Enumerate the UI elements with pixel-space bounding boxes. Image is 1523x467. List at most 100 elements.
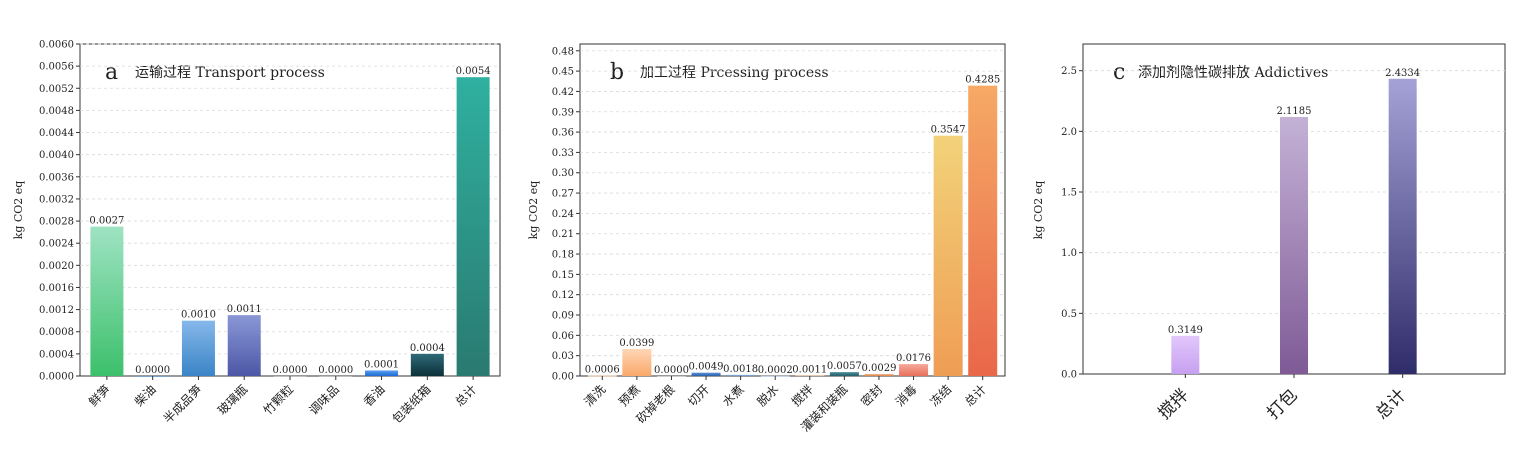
panel-a-ytick-label: 0.0008 bbox=[39, 327, 74, 338]
panel-b-title: 加工过程 Prcessing process bbox=[640, 65, 829, 81]
panel-b-category-label: 水煮 bbox=[720, 382, 747, 409]
panel-b-bar bbox=[726, 374, 756, 376]
panel-a-gridlines bbox=[80, 43, 500, 355]
panel-a-title: 运输过程 Transport process bbox=[135, 65, 325, 81]
panel-b-bar bbox=[829, 372, 859, 376]
panel-a-category-label: 半成品笋 bbox=[160, 382, 205, 427]
panel-a-value-label: 0.0010 bbox=[181, 310, 216, 321]
panel-b-category-label: 脱水 bbox=[754, 382, 782, 410]
panel-b-ytick-label: 0.30 bbox=[552, 168, 574, 179]
panel-c-ytick-label: 2.0 bbox=[1061, 127, 1077, 138]
panel-b-value-label: 0.4285 bbox=[965, 75, 1000, 86]
panel-a-bar bbox=[365, 370, 399, 376]
panel-a-ylabel: kg CO2 eq bbox=[12, 181, 25, 240]
panel-a-y-axis: 0.0000 0.0004 0.0008 0.0012 0.0016 0.0020 0.00… bbox=[39, 40, 80, 383]
panel-a-category-label: 总计 bbox=[452, 382, 479, 409]
panel-a-bar bbox=[456, 77, 490, 376]
panel-a-category-label: 竹颗粒 bbox=[260, 382, 296, 418]
panel-b-category-label: 搅拌 bbox=[788, 382, 816, 410]
panel-a-ytick-label: 0.0004 bbox=[39, 349, 74, 360]
panel-a-value-label: 0.0001 bbox=[364, 359, 399, 370]
panel-c-bar bbox=[1171, 335, 1200, 374]
panel-b-category-label: 消毒 bbox=[893, 382, 920, 409]
panel-b-bar bbox=[968, 85, 998, 377]
panel-a-ytick-label: 0.0020 bbox=[39, 261, 74, 272]
panel-a-ytick-label: 0.0024 bbox=[39, 239, 74, 250]
panel-a-category-label: 调味品 bbox=[307, 382, 342, 417]
panel-b-bar bbox=[691, 372, 721, 376]
panel-b-ytick-label: 0.39 bbox=[552, 107, 574, 118]
panel-b-category-label: 清洗 bbox=[582, 382, 609, 409]
panel-c-value-label: 2.4334 bbox=[1385, 68, 1420, 79]
panel-c: c 添加剂隐性碳排放 Addictives kg CO2 eq 0.0 0.5 1.… bbox=[1032, 43, 1506, 424]
panel-a-bar bbox=[181, 320, 215, 376]
panel-b-value-label: 0.0057 bbox=[827, 361, 862, 372]
panel-b-value-label: 0.0049 bbox=[689, 362, 724, 373]
panel-b-bar bbox=[587, 375, 617, 377]
panel-a-x-axis: 鲜笋 柴油 半成品笋 玻璃瓶 竹颗粒 调味品 香油 包装纸箱 总计 bbox=[85, 376, 479, 426]
panel-a-ytick-label: 0.0016 bbox=[39, 283, 74, 294]
panel-b-ytick-label: 0.00 bbox=[552, 372, 574, 383]
panel-b-value-label: 0.0006 bbox=[585, 365, 620, 376]
panel-c-x-axis: 搅拌 打包 总计 bbox=[1155, 374, 1410, 424]
panel-a-category-label: 香油 bbox=[361, 382, 388, 409]
panel-b-value-label: 0.0018 bbox=[723, 364, 758, 375]
panel-c-ytick-label: 2.5 bbox=[1061, 66, 1077, 77]
panel-c-y-axis: 0.0 0.5 1.0 1.5 2.0 2.5 bbox=[1061, 66, 1083, 381]
panel-b-y-axis: 0.00 0.03 0.06 0.09 0.12 0.15 0.18 0.21 0.24 0.27… bbox=[552, 46, 580, 383]
panel-c-ytick-label: 0.0 bbox=[1061, 370, 1077, 381]
panel-c-value-label: 0.3149 bbox=[1168, 325, 1203, 336]
panel-c-letter: c bbox=[1113, 60, 1125, 85]
panel-b-letter: b bbox=[610, 60, 624, 85]
panel-b-ytick-label: 0.45 bbox=[552, 67, 574, 78]
panel-a-ytick-label: 0.0052 bbox=[39, 84, 74, 95]
panel-b-bar bbox=[622, 348, 652, 376]
panel-b-category-label: 密封 bbox=[857, 382, 885, 410]
panel-a-ytick-label: 0.0000 bbox=[39, 372, 74, 383]
panel-a-ytick-label: 0.0048 bbox=[39, 106, 74, 117]
panel-a-category-label: 玻璃瓶 bbox=[215, 382, 250, 417]
panel-b-bar bbox=[899, 364, 929, 376]
panel-b-value-label: 0.0002 bbox=[758, 365, 793, 376]
panel-c-category-label: 打包 bbox=[1263, 385, 1301, 423]
panel-a-plot-frame bbox=[79, 43, 501, 377]
panel-b-value-label: 0.0011 bbox=[792, 364, 827, 375]
panel-b-category-label: 切开 bbox=[685, 382, 712, 409]
panel-a-bar bbox=[227, 315, 261, 376]
panel-a-value-label: 0.0027 bbox=[89, 216, 124, 227]
panel-b-plot-frame bbox=[579, 43, 1006, 377]
panel-b-ytick-label: 0.18 bbox=[552, 250, 574, 261]
panel-a-value-label: 0.0011 bbox=[227, 304, 262, 315]
panel-a-bar bbox=[90, 226, 124, 376]
panel-b-value-label: 0.3547 bbox=[931, 125, 966, 136]
panel-a-ytick-label: 0.0044 bbox=[39, 128, 74, 139]
panel-b-value-label: 0.0029 bbox=[861, 363, 896, 374]
panel-b-value-label: 0.0176 bbox=[896, 353, 931, 364]
panel-b-category-label: 预煮 bbox=[616, 382, 643, 409]
panel-c-category-label: 总计 bbox=[1372, 385, 1410, 423]
panel-a-ytick-label: 0.0040 bbox=[39, 150, 74, 161]
panel-b-ylabel: kg CO2 eq bbox=[527, 181, 540, 240]
panel-a-value-label: 0.0000 bbox=[273, 365, 308, 376]
panel-c-bar bbox=[1280, 116, 1308, 374]
panel-b-bar bbox=[933, 135, 963, 376]
panel-a-value-label: 0.0000 bbox=[135, 365, 170, 376]
panel-c-ytick-label: 0.5 bbox=[1061, 309, 1077, 320]
panel-c-bar bbox=[1388, 78, 1417, 374]
panel-b-ytick-label: 0.06 bbox=[552, 331, 574, 342]
panel-b-category-label: 砍掉老根 bbox=[633, 382, 678, 427]
panel-b-ytick-label: 0.09 bbox=[552, 311, 574, 322]
panel-b-ytick-label: 0.42 bbox=[552, 87, 574, 98]
panel-c-ytick-label: 1.5 bbox=[1061, 188, 1077, 199]
panel-b: b 加工过程 Prcessing process kg CO2 eq 0.000… bbox=[527, 43, 1006, 435]
panel-c-bars: 0.3149 2.1185 2.4334 bbox=[1168, 68, 1420, 374]
panel-a-value-label: 0.0054 bbox=[456, 66, 491, 77]
panel-b-value-label: 0.0000 bbox=[654, 365, 689, 376]
panel-a-ytick-label: 0.0056 bbox=[39, 62, 74, 73]
panel-b-category-label: 冻结 bbox=[927, 382, 955, 410]
panel-a-ytick-label: 0.0012 bbox=[39, 305, 74, 316]
panel-b-ytick-label: 0.24 bbox=[552, 209, 574, 220]
panel-a-ytick-label: 0.0028 bbox=[39, 217, 74, 228]
panel-b-ytick-label: 0.48 bbox=[552, 46, 574, 57]
